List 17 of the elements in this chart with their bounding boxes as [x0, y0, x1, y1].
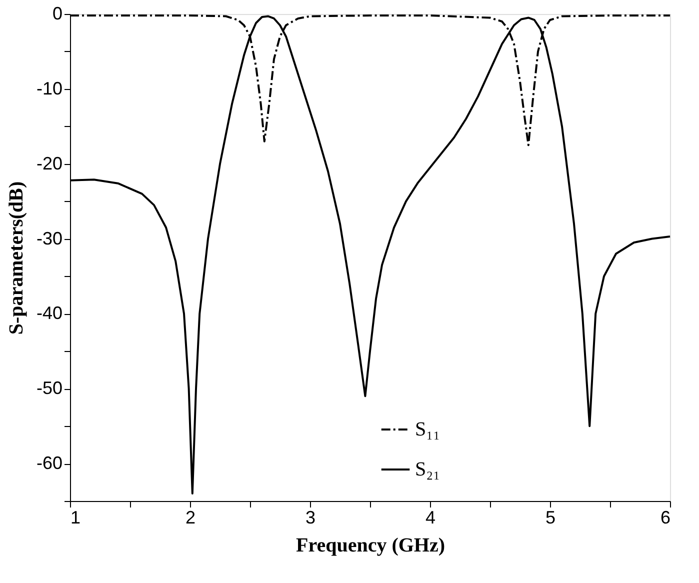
y-tick-label: -30 — [36, 228, 62, 248]
x-tick-label: 6 — [660, 508, 670, 528]
x-tick-label: 1 — [70, 508, 81, 528]
x-tick-label: 5 — [545, 508, 556, 528]
x-tick-label: 4 — [425, 508, 436, 528]
y-tick-label: -10 — [36, 78, 62, 98]
legend-label: S₁₁ — [415, 418, 440, 440]
y-tick-label: -20 — [36, 153, 62, 174]
y-axis-title: S-parameters(dB) — [5, 181, 28, 335]
y-tick-label: -60 — [36, 453, 62, 474]
legend-label: S₂₁ — [415, 458, 440, 480]
y-tick-label: -50 — [36, 378, 62, 398]
x-axis-title: Frequency (GHz) — [296, 534, 446, 556]
y-tick-label: -40 — [36, 303, 62, 324]
x-tick-label: 2 — [185, 508, 196, 528]
x-tick-label: 3 — [305, 508, 316, 528]
y-tick-label: 0 — [52, 4, 62, 24]
